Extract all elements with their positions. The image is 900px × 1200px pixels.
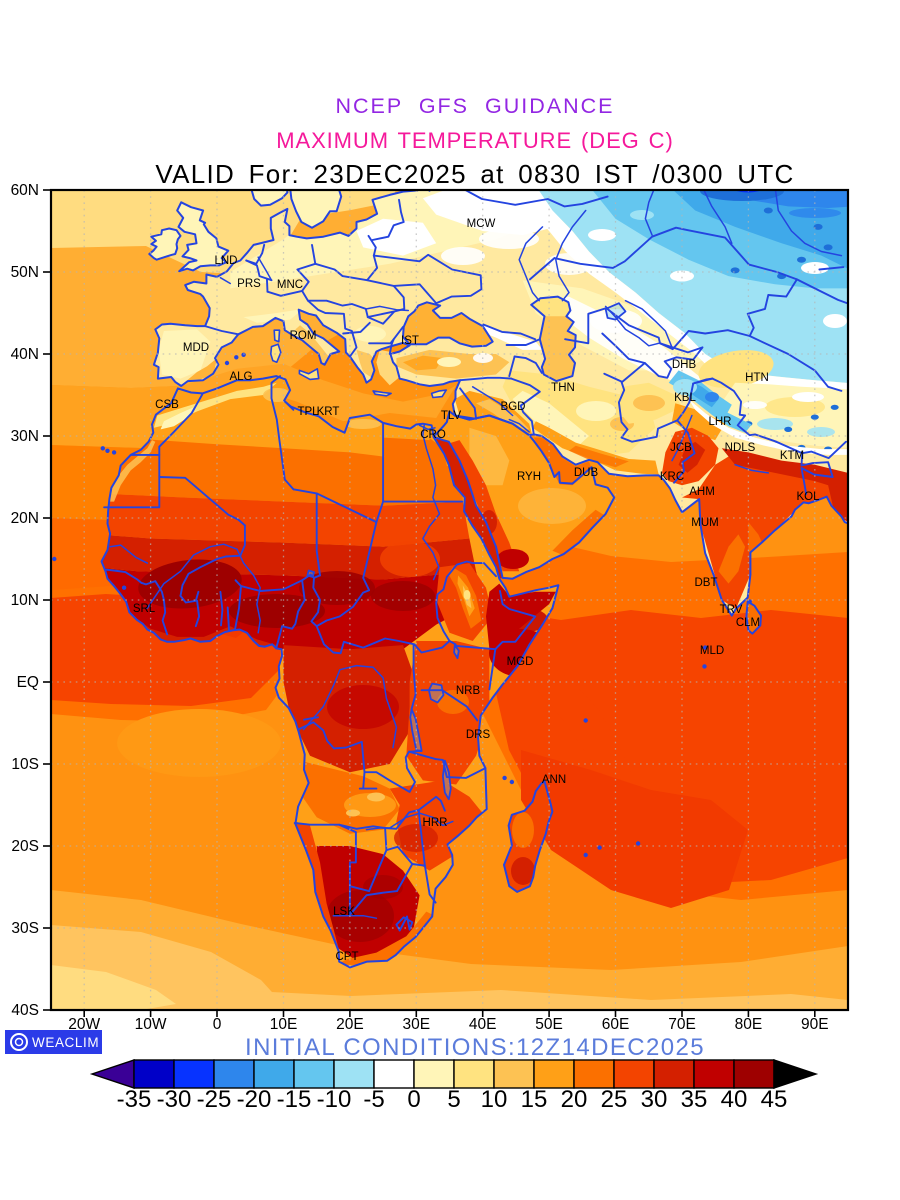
svg-text:80E: 80E <box>735 1016 763 1033</box>
svg-text:10: 10 <box>481 1086 508 1113</box>
svg-text:50E: 50E <box>535 1016 563 1033</box>
svg-text:30N: 30N <box>11 428 39 445</box>
svg-text:30S: 30S <box>11 920 39 937</box>
svg-text:70E: 70E <box>668 1016 696 1033</box>
svg-text:50N: 50N <box>11 264 39 281</box>
svg-text:PRS: PRS <box>237 278 261 290</box>
svg-text:-15: -15 <box>277 1086 312 1113</box>
svg-text:NCEP GFS GUIDANCE: NCEP GFS GUIDANCE <box>336 94 615 118</box>
svg-text:CSB: CSB <box>155 399 179 411</box>
svg-text:MAXIMUM TEMPERATURE (DEG C): MAXIMUM TEMPERATURE (DEG C) <box>276 128 673 153</box>
svg-text:KBL: KBL <box>674 392 696 404</box>
svg-text:CLM: CLM <box>736 617 760 629</box>
svg-text:CRO: CRO <box>420 429 446 441</box>
svg-text:40N: 40N <box>11 346 39 363</box>
svg-text:LSK: LSK <box>333 906 355 918</box>
svg-text:10N: 10N <box>11 592 39 609</box>
svg-text:-20: -20 <box>237 1086 272 1113</box>
svg-text:-10: -10 <box>317 1086 352 1113</box>
svg-text:TLV: TLV <box>441 410 462 422</box>
svg-text:WEACLIM: WEACLIM <box>32 1035 99 1050</box>
svg-text:RYH: RYH <box>517 471 541 483</box>
svg-text:ROM: ROM <box>290 330 317 342</box>
svg-text:45: 45 <box>761 1086 788 1113</box>
svg-text:20W: 20W <box>68 1016 100 1033</box>
svg-text:20N: 20N <box>11 510 39 527</box>
svg-text:60N: 60N <box>11 182 39 199</box>
svg-text:30E: 30E <box>403 1016 431 1033</box>
svg-text:MCW: MCW <box>467 218 496 230</box>
svg-text:TPL: TPL <box>297 406 319 418</box>
svg-text:10W: 10W <box>135 1016 167 1033</box>
svg-text:KRC: KRC <box>660 471 684 483</box>
svg-text:35: 35 <box>681 1086 708 1113</box>
svg-text:-30: -30 <box>157 1086 192 1113</box>
svg-text:NRB: NRB <box>456 685 481 697</box>
svg-text:40S: 40S <box>11 1002 39 1019</box>
svg-text:IST: IST <box>401 335 419 347</box>
svg-text:LHR: LHR <box>708 416 731 428</box>
svg-text:MGD: MGD <box>507 656 534 668</box>
svg-text:0: 0 <box>407 1086 420 1113</box>
svg-text:10E: 10E <box>270 1016 298 1033</box>
svg-text:90E: 90E <box>801 1016 829 1033</box>
svg-text:KTM: KTM <box>780 450 804 462</box>
svg-text:DUB: DUB <box>574 467 599 479</box>
svg-text:60E: 60E <box>602 1016 630 1033</box>
svg-text:JCB: JCB <box>670 442 692 454</box>
svg-text:5: 5 <box>447 1086 460 1113</box>
svg-text:CPT: CPT <box>336 951 359 963</box>
svg-text:20S: 20S <box>11 838 39 855</box>
svg-text:25: 25 <box>601 1086 628 1113</box>
svg-text:DHB: DHB <box>672 359 697 371</box>
svg-text:LND: LND <box>214 255 237 267</box>
svg-text:TRV: TRV <box>720 604 743 616</box>
svg-text:40: 40 <box>721 1086 748 1113</box>
svg-text:EQ: EQ <box>17 674 39 691</box>
svg-text:KOL: KOL <box>796 491 820 503</box>
svg-text:INITIAL CONDITIONS:12Z14DEC202: INITIAL CONDITIONS:12Z14DEC2025 <box>245 1034 705 1061</box>
svg-text:40E: 40E <box>469 1016 497 1033</box>
svg-text:HRR: HRR <box>423 817 448 829</box>
svg-text:THN: THN <box>551 382 575 394</box>
svg-text:AHM: AHM <box>689 486 715 498</box>
svg-text:BGD: BGD <box>501 401 526 413</box>
svg-text:DRS: DRS <box>466 729 491 741</box>
svg-text:0: 0 <box>213 1016 222 1033</box>
svg-text:-5: -5 <box>363 1086 384 1113</box>
svg-text:20E: 20E <box>336 1016 364 1033</box>
svg-text:MNC: MNC <box>277 279 303 291</box>
svg-text:ALG: ALG <box>229 371 252 383</box>
svg-text:10S: 10S <box>11 756 39 773</box>
svg-text:30: 30 <box>641 1086 668 1113</box>
svg-text:DBT: DBT <box>695 577 718 589</box>
svg-text:MDD: MDD <box>183 342 209 354</box>
svg-text:-25: -25 <box>197 1086 232 1113</box>
svg-text:KRT: KRT <box>317 406 340 418</box>
svg-text:NDLS: NDLS <box>725 442 756 454</box>
svg-text:20: 20 <box>561 1086 588 1113</box>
svg-text:-35: -35 <box>117 1086 152 1113</box>
svg-text:MLD: MLD <box>700 645 724 657</box>
svg-text:VALID For: 23DEC2025 at 0830 I: VALID For: 23DEC2025 at 0830 IST /0300 U… <box>155 159 794 189</box>
svg-text:ANN: ANN <box>542 774 566 786</box>
svg-text:MUM: MUM <box>691 517 718 529</box>
svg-text:HTN: HTN <box>745 372 769 384</box>
svg-text:15: 15 <box>521 1086 548 1113</box>
svg-text:SRL: SRL <box>133 603 156 615</box>
